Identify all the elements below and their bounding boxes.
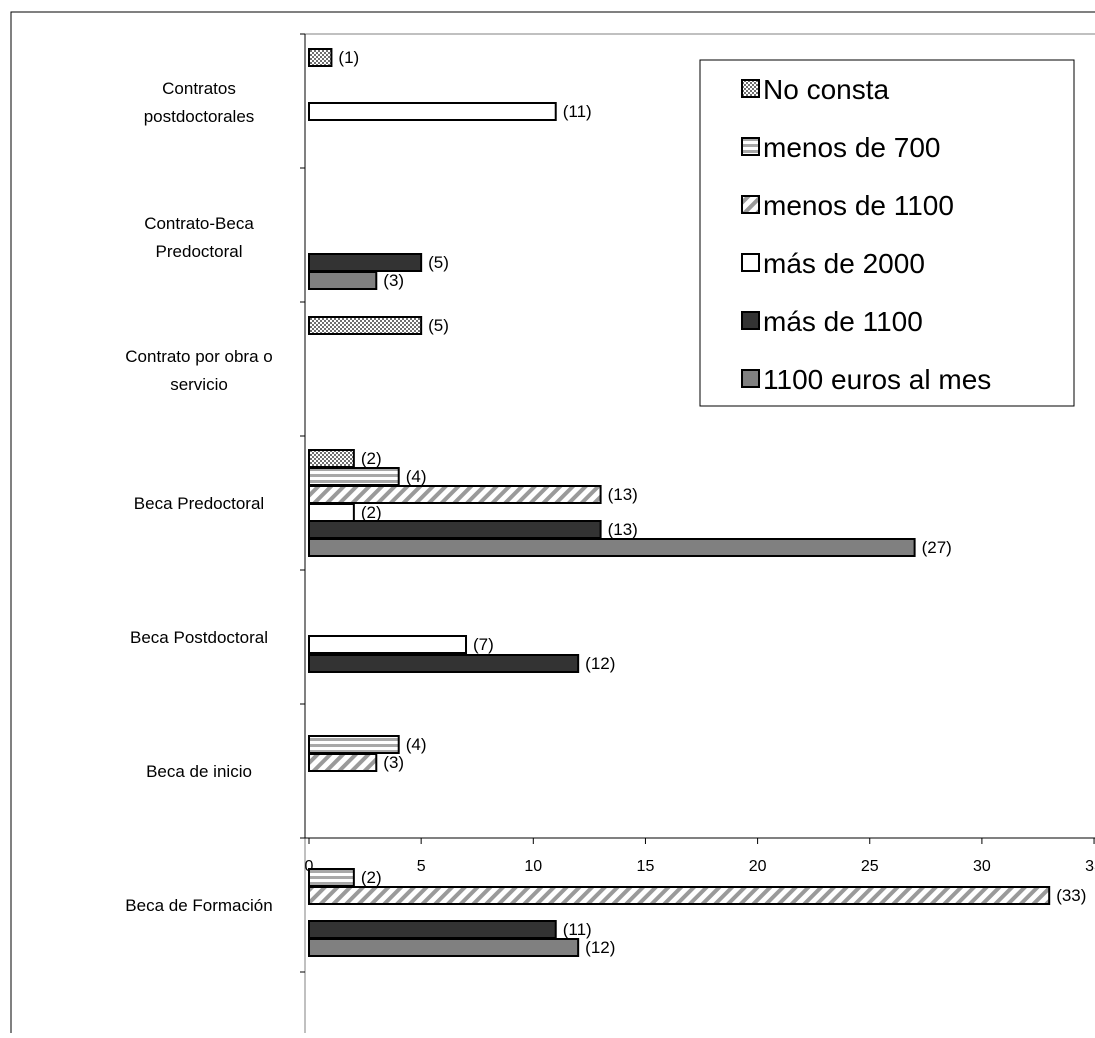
legend-items: No consta menos de 700 menos de 1100 más de… (741, 74, 991, 395)
bar-diagonal (308, 886, 1051, 905)
bar-gray (308, 271, 378, 290)
bar-value-label: (11) (563, 102, 592, 121)
bar-value-label: (11) (563, 920, 592, 939)
bar-value-label: (5) (428, 316, 449, 335)
bar-value-label: (5) (428, 253, 449, 272)
bar-value-label: (12) (585, 654, 615, 673)
legend-swatch-hstripes (741, 137, 760, 156)
category-label: Contrato-Beca (144, 214, 254, 233)
bar-value-label: (27) (922, 538, 952, 557)
category-label: Contrato por obra o (125, 347, 272, 366)
x-tick-label: 5 (417, 858, 426, 875)
bar-white (308, 102, 557, 121)
category-label: postdoctorales (144, 107, 255, 126)
bar-diagonal (308, 485, 602, 504)
x-tick-label: 25 (861, 858, 879, 875)
x-tick-label: 0 (305, 858, 314, 875)
bar-crosshatch (308, 449, 355, 468)
bar-value-label: (2) (361, 449, 382, 468)
bar-gray (308, 938, 580, 957)
bars (308, 48, 1051, 957)
bar-dark (308, 654, 580, 673)
legend: No consta menos de 700 menos de 1100 más de… (699, 59, 1075, 407)
bar-value-label: (7) (473, 635, 494, 654)
bar-crosshatch (308, 48, 333, 67)
bar-value-label: (33) (1056, 886, 1086, 905)
legend-swatch-dark (741, 311, 760, 330)
bar-dark (308, 920, 557, 939)
bar-dark (308, 253, 423, 272)
bar-dark (308, 520, 602, 539)
bar-hstripes (308, 868, 355, 887)
bar-value-label: (1) (338, 48, 359, 67)
bar-value-label: (2) (361, 868, 382, 887)
y-ticks (300, 33, 305, 973)
bar-value-label: (4) (406, 735, 427, 754)
legend-label: No consta (763, 74, 889, 105)
bar-gray (308, 538, 916, 557)
legend-label: menos de 700 (763, 132, 940, 163)
category-label: Beca Predoctoral (134, 494, 264, 513)
legend-swatch-diagonal (741, 195, 760, 214)
bar-value-label: (3) (383, 271, 404, 290)
bar-white (308, 635, 468, 654)
bar-value-label: (13) (608, 485, 638, 504)
legend-swatch-crosshatch (741, 79, 760, 98)
bar-hstripes (308, 735, 400, 754)
category-label: Beca de Formación (125, 896, 272, 915)
bar-value-labels: (1) (5) (2) (4) (4) (2) (13) (3) (33) (11) (2) (7) (… (338, 48, 1086, 957)
category-label: Contratos (162, 79, 236, 98)
bar-white (308, 503, 355, 522)
bar-diagonal (308, 753, 378, 772)
bar-hstripes (308, 467, 400, 486)
legend-label: 1100 euros al mes (763, 364, 991, 395)
bar-value-label: (13) (608, 520, 638, 539)
x-tick-label: 30 (973, 858, 991, 875)
legend-label: menos de 1100 (763, 190, 954, 221)
x-tick-label: 15 (637, 858, 655, 875)
bar-value-label: (4) (406, 467, 427, 486)
outer-frame (10, 11, 1095, 1038)
legend-box (699, 59, 1075, 407)
legend-swatch-white (741, 253, 760, 272)
x-ticks: 0 5 10 15 20 25 30 35 (305, 838, 1095, 875)
legend-label: más de 2000 (763, 248, 925, 279)
bar-value-label: (3) (383, 753, 404, 772)
category-label: Beca de inicio (146, 762, 252, 781)
bar-value-label: (12) (585, 938, 615, 957)
x-tick-label: 10 (524, 858, 542, 875)
legend-swatch-gray (741, 369, 760, 388)
category-labels: Contratos postdoctorales Contrato-Beca Pred… (125, 79, 272, 915)
bar-crosshatch (308, 316, 423, 335)
category-label: servicio (170, 375, 228, 394)
category-label: Predoctoral (156, 242, 243, 261)
bar-value-label: (2) (361, 503, 382, 522)
legend-label: más de 1100 (763, 306, 923, 337)
x-tick-label: 20 (749, 858, 767, 875)
x-tick-label: 35 (1085, 858, 1095, 875)
category-label: Beca Postdoctoral (130, 628, 268, 647)
